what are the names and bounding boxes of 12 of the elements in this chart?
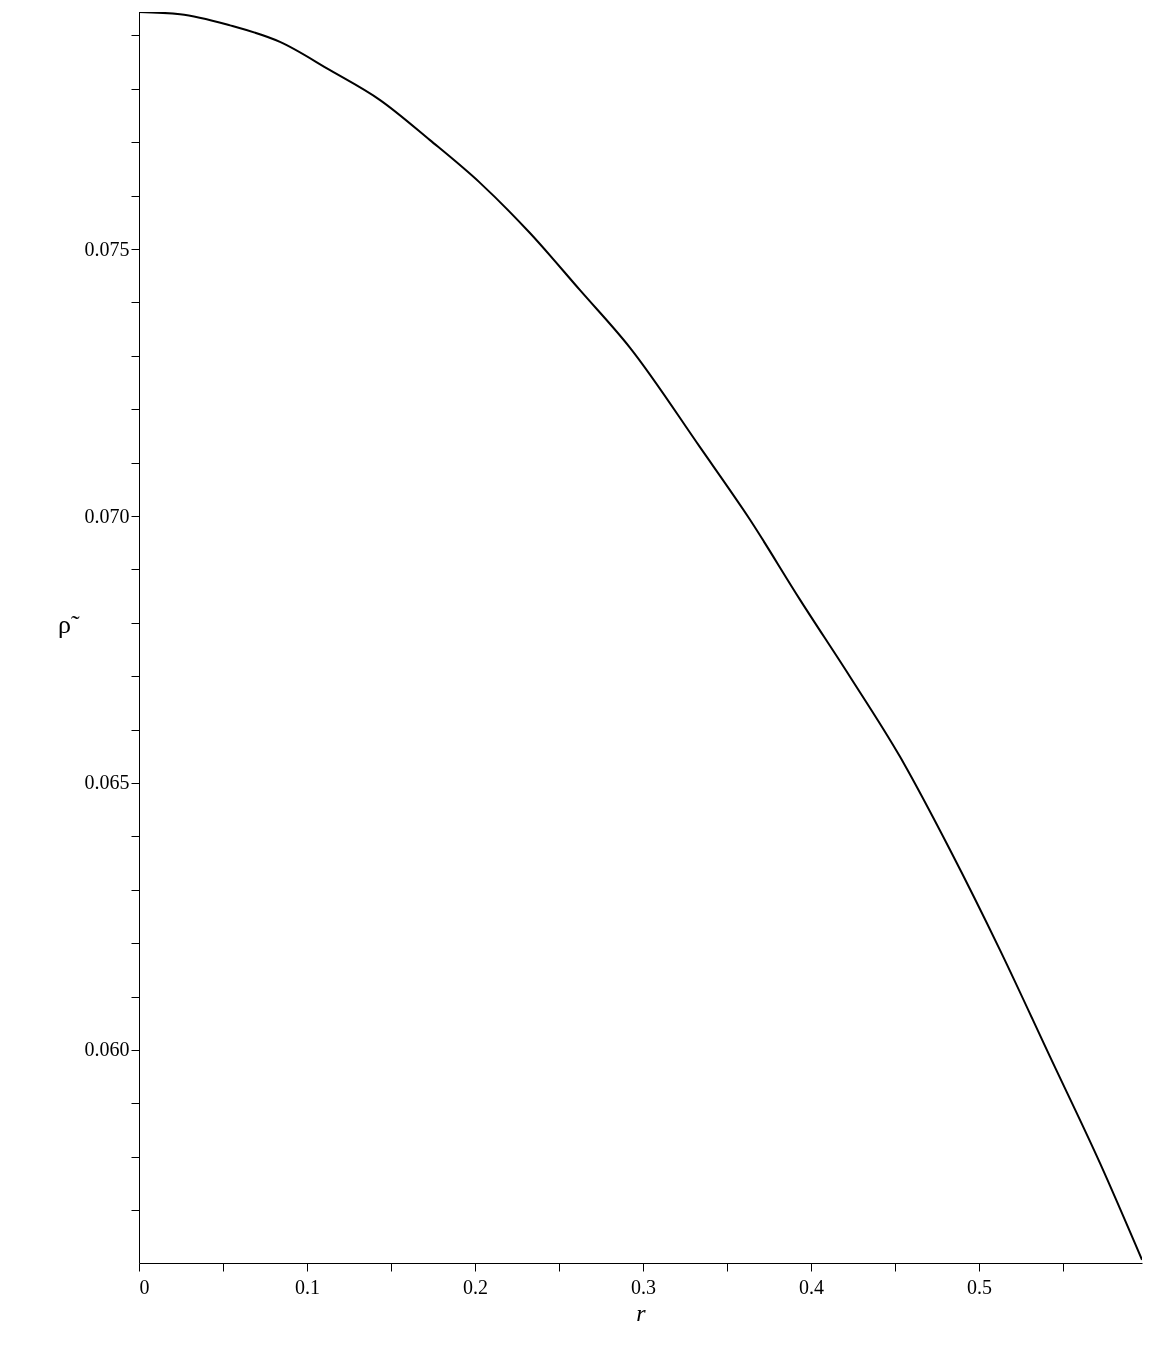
x-tick-label: 0.1 <box>295 1275 321 1298</box>
y-tick-label: 0.070 <box>84 504 130 527</box>
y-tick-label: 0.065 <box>84 771 130 794</box>
x-tick-label: 0.2 <box>463 1275 489 1298</box>
x-axis-title: r <box>636 1299 647 1326</box>
y-axis-title: ρ̃ <box>58 610 80 639</box>
y-tick-label: 0.075 <box>84 237 130 260</box>
x-tick-label: 0.3 <box>631 1275 657 1298</box>
x-tick-label: 0.4 <box>799 1275 825 1298</box>
x-tick-label: 0 <box>139 1275 150 1298</box>
x-tick-label: 0.5 <box>967 1275 993 1298</box>
y-tick-label: 0.060 <box>84 1038 130 1061</box>
